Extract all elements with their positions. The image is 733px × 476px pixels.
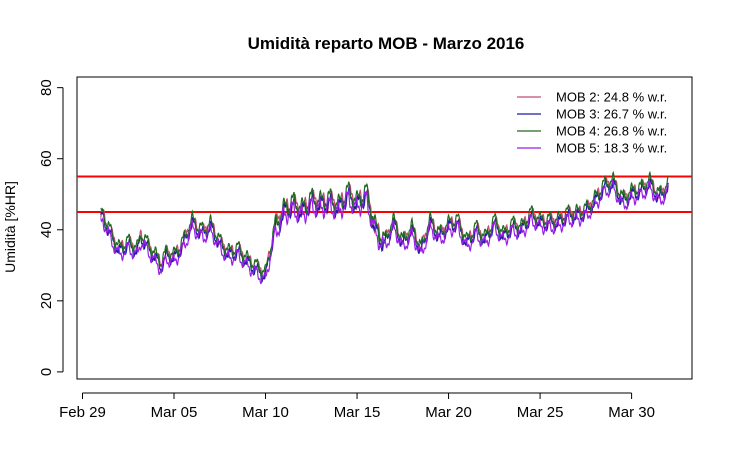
series-line-4 [100,179,669,285]
legend-label: MOB 5: 18.3 % w.r. [556,141,667,156]
x-tick-label: Mar 20 [425,404,472,421]
x-tick-label: Mar 15 [334,404,381,421]
y-axis: 0 20 40 60 80 [38,79,64,376]
x-tick-label: Mar 25 [517,404,564,421]
x-tick-label: Mar 05 [151,404,198,421]
series-line-3 [100,170,669,279]
x-tick-label: Mar 10 [242,404,289,421]
legend-label: MOB 4: 26.8 % w.r. [556,124,667,139]
legend-label: MOB 2: 24.8 % w.r. [556,90,667,105]
reference-lines [77,175,692,214]
y-tick-label: 20 [38,292,55,309]
x-axis: Feb 29 Mar 05 Mar 10 Mar 15 Mar 20 Mar 25 Mar … [59,392,655,421]
y-tick-label: 0 [38,368,55,376]
y-axis-label: Umidità [%HR] [2,181,18,273]
plot-frame [76,76,693,380]
y-tick-label: 40 [38,221,55,238]
x-tick-label: Feb 29 [59,404,106,421]
x-tick-label: Mar 30 [608,404,655,421]
series-lines [100,170,669,285]
legend-label: MOB 3: 26.7 % w.r. [556,107,667,122]
chart-title: Umidità reparto MOB - Marzo 2016 [248,34,525,53]
y-tick-label: 60 [38,150,55,167]
y-tick-label: 80 [38,79,55,96]
legend: MOB 2: 24.8 % w.r. MOB 3: 26.7 % w.r. MOB … [517,90,667,156]
series-line-1 [100,176,669,280]
